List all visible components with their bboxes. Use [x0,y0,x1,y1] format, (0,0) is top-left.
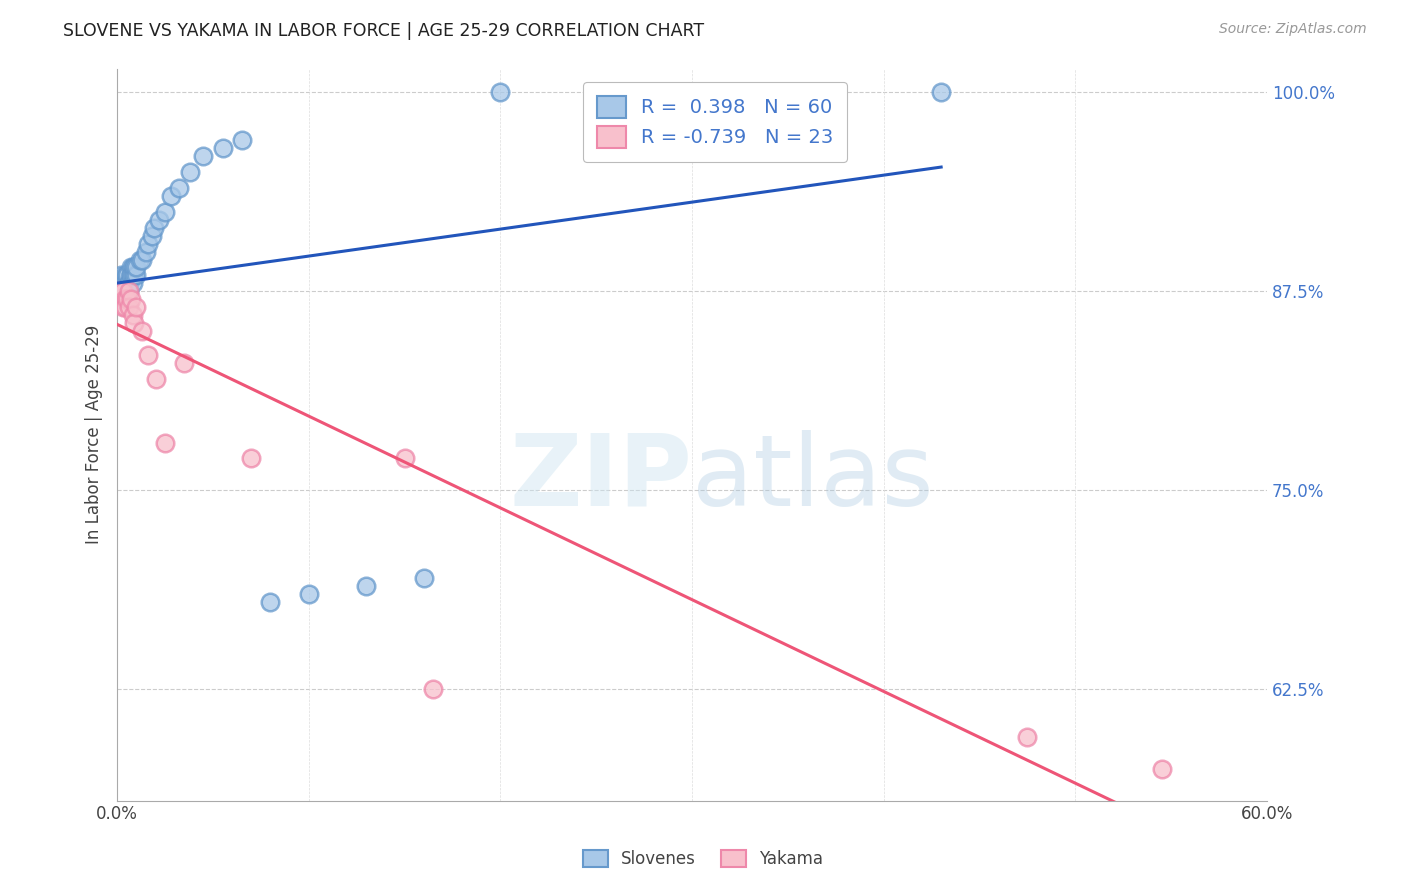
Point [153,435,176,450]
Point [394,451,416,466]
Point [110,277,132,291]
Point [136,236,159,251]
Point [115,293,138,307]
Point [585,86,607,100]
Point [231,133,253,147]
Point [929,86,952,100]
Point [142,220,165,235]
Point [153,204,176,219]
Point [108,285,131,299]
Text: Source: ZipAtlas.com: Source: ZipAtlas.com [1219,22,1367,37]
Point [422,682,444,697]
Point [108,285,131,299]
Point [120,268,142,283]
Point [160,189,183,203]
Point [115,268,138,283]
Point [114,285,136,299]
Point [111,277,134,291]
Point [111,285,134,299]
Point [110,277,132,291]
Point [111,285,134,299]
Point [1017,730,1039,744]
Point [356,579,378,593]
Text: ZIP: ZIP [509,430,692,527]
Point [114,300,136,314]
Point [131,252,153,267]
Point [111,285,134,299]
Point [110,268,132,283]
Point [121,308,143,322]
Point [118,285,141,299]
Point [259,595,281,609]
Point [114,277,136,291]
Point [108,285,131,299]
Point [111,285,134,299]
Point [124,316,146,330]
Point [115,277,138,291]
Point [115,285,138,299]
Legend: Slovenes, Yakama: Slovenes, Yakama [576,843,830,875]
Point [111,300,134,314]
Point [118,277,141,291]
Point [120,293,142,307]
Point [125,268,148,283]
Point [115,268,138,283]
Point [114,285,136,299]
Point [114,293,136,307]
Point [121,277,143,291]
Point [110,285,132,299]
Point [141,228,163,243]
Point [125,300,148,314]
Point [114,277,136,291]
Point [167,181,190,195]
Point [110,285,132,299]
Point [114,268,136,283]
Point [179,165,201,179]
Point [111,277,134,291]
Point [145,372,167,386]
Point [211,141,233,155]
Point [173,356,195,370]
Point [298,587,321,601]
Point [108,277,131,291]
Legend: R =  0.398   N = 60, R = -0.739   N = 23: R = 0.398 N = 60, R = -0.739 N = 23 [583,82,848,161]
Point [124,268,146,283]
Point [412,571,434,585]
Point [121,260,143,275]
Point [111,285,134,299]
Point [136,348,159,362]
Point [1150,762,1173,776]
Point [129,252,152,267]
Point [111,277,134,291]
Point [135,244,157,259]
Point [193,149,215,163]
Point [240,451,263,466]
Point [131,324,153,338]
Text: SLOVENE VS YAKAMA IN LABOR FORCE | AGE 25-29 CORRELATION CHART: SLOVENE VS YAKAMA IN LABOR FORCE | AGE 2… [63,22,704,40]
Point [118,285,141,299]
Point [120,260,142,275]
Point [124,260,146,275]
Text: atlas: atlas [692,430,934,527]
Point [118,277,141,291]
Point [125,260,148,275]
Point [121,268,143,283]
Point [110,293,132,307]
Point [120,268,142,283]
Point [489,86,512,100]
Point [148,212,170,227]
Point [118,300,141,314]
Point [738,86,761,100]
Y-axis label: In Labor Force | Age 25-29: In Labor Force | Age 25-29 [86,325,103,544]
